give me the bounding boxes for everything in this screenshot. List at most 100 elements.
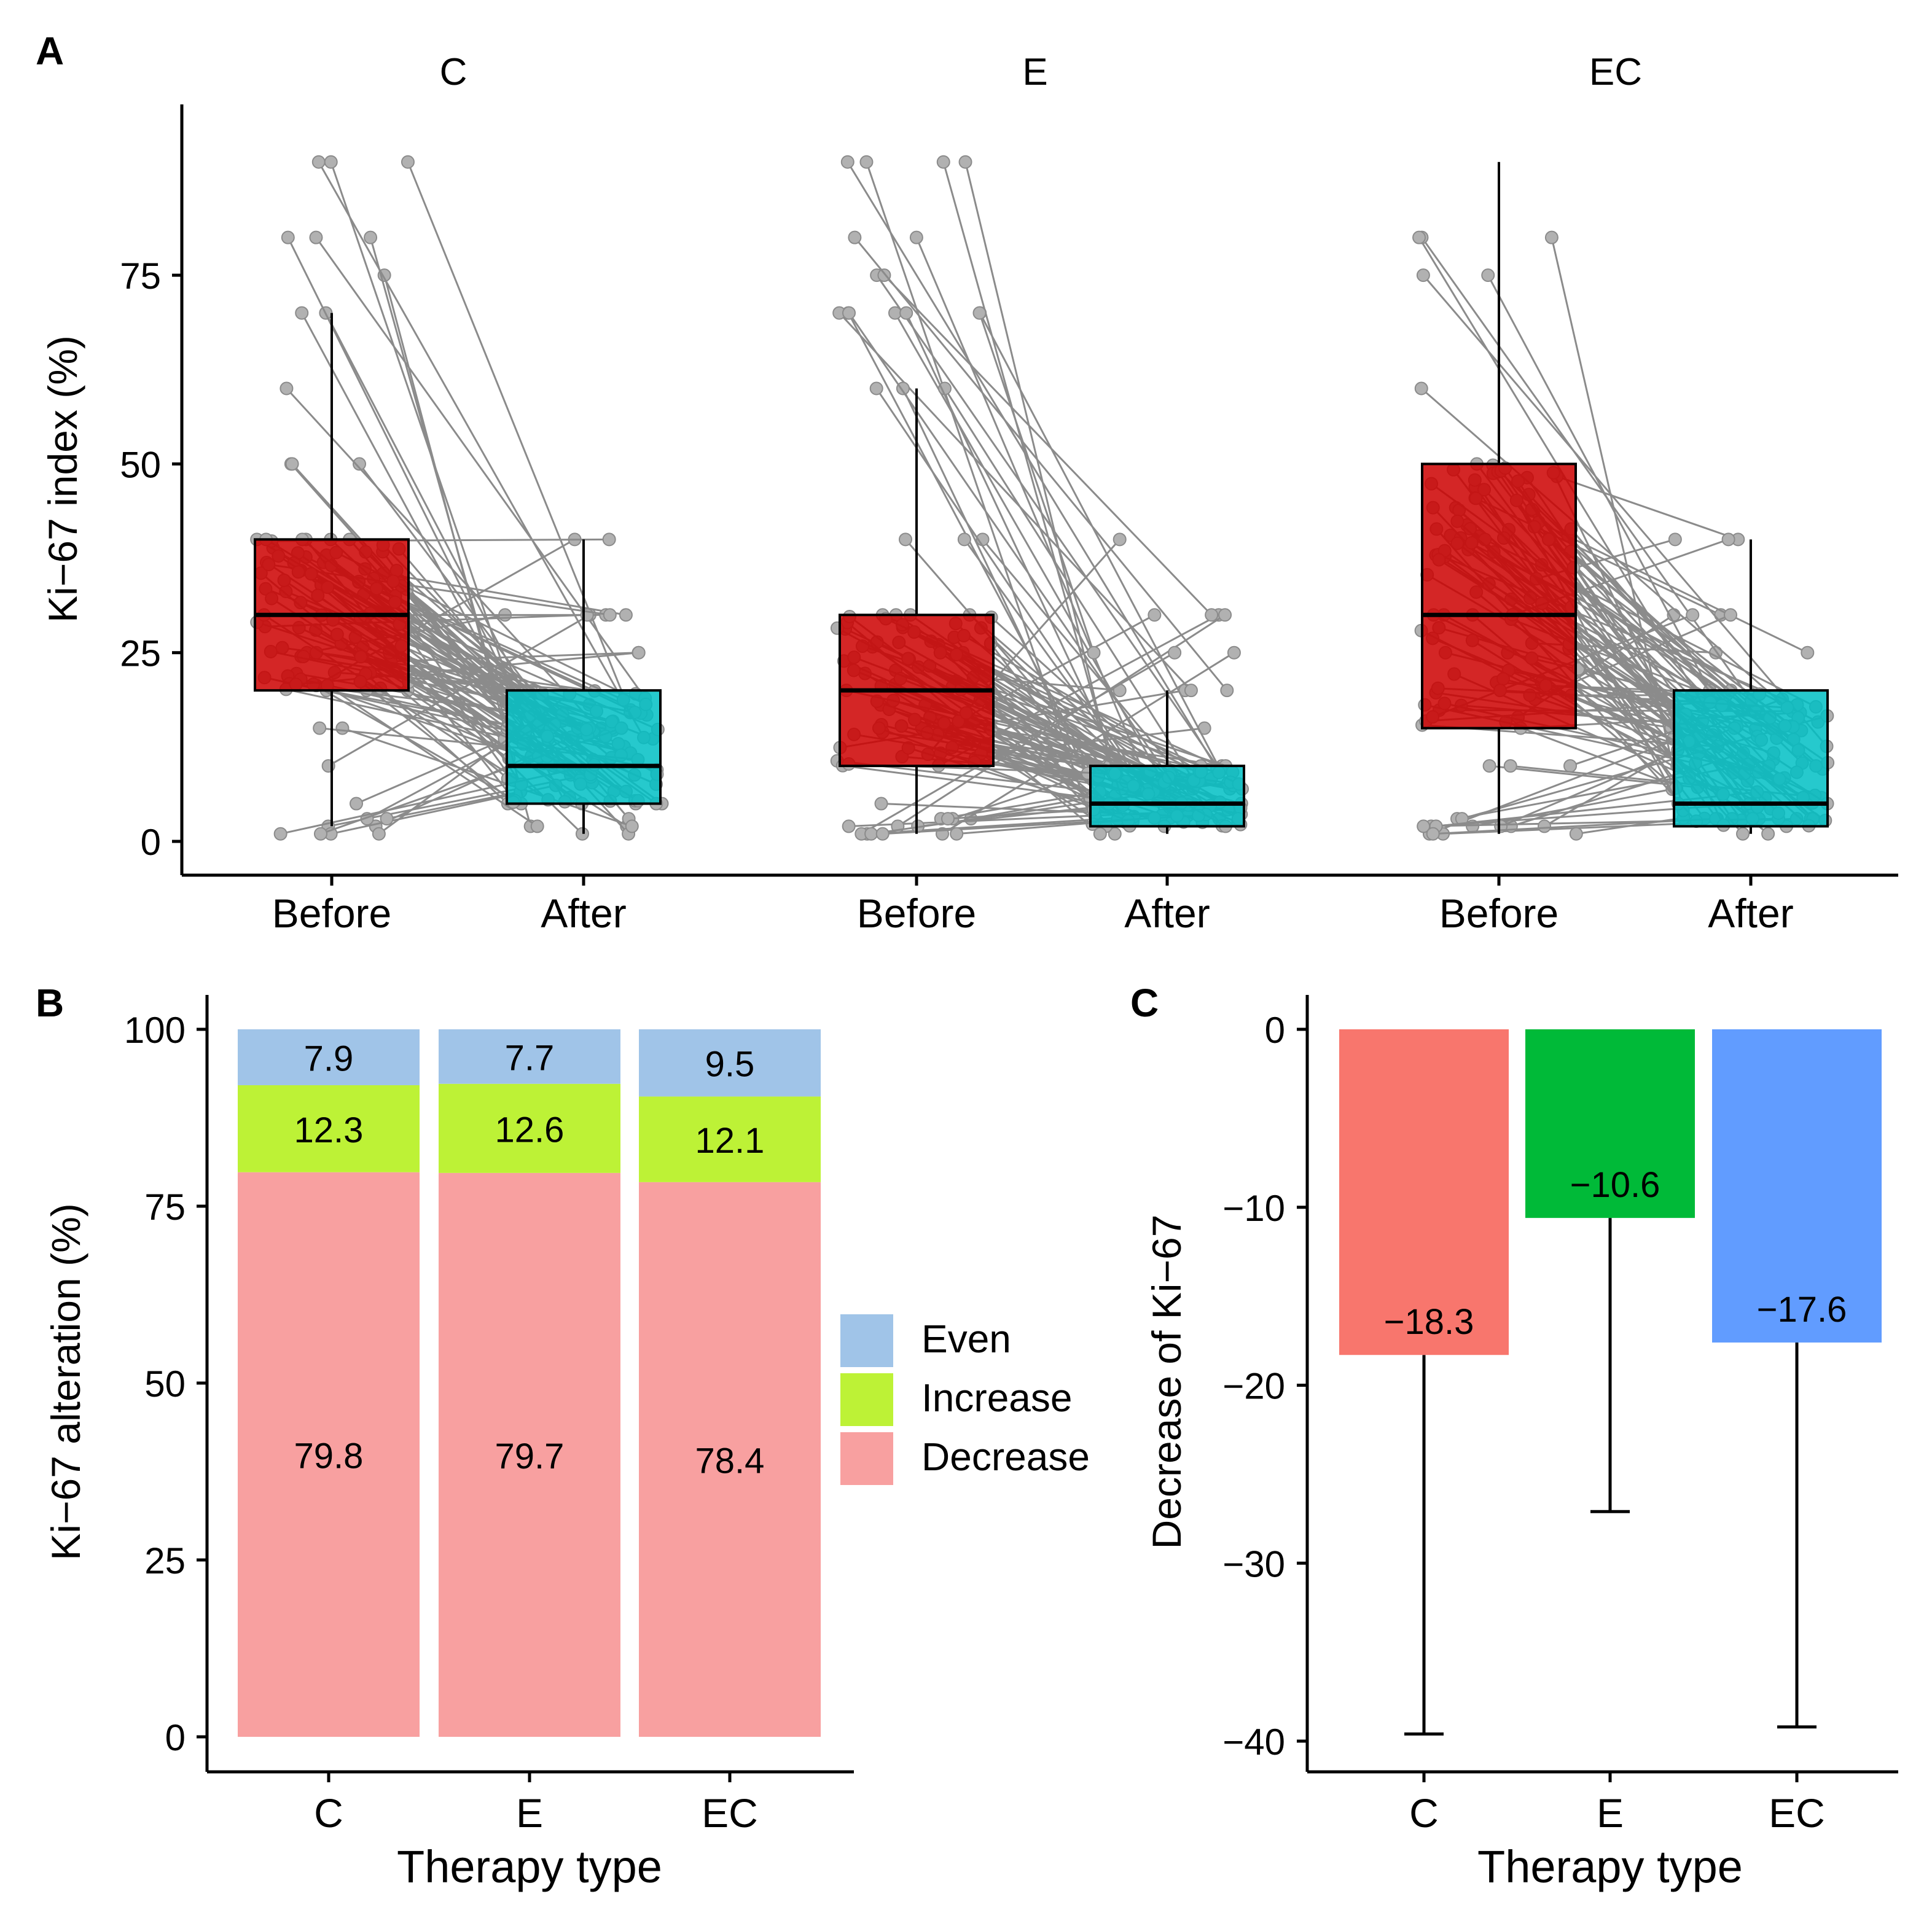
before-point [353,457,367,471]
stacked-bar-segment-increase [238,1085,420,1172]
facet-title: C [440,51,467,93]
box-iqr [1673,689,1829,828]
legend-swatch-even [840,1314,893,1367]
after-point [1148,608,1162,622]
pair-line [1472,788,1673,827]
bar-e [1525,1029,1695,1218]
after-point [1736,827,1750,841]
before-point [1424,819,1438,833]
after-point [1714,608,1728,622]
box-before [1421,162,1577,834]
before-point [869,381,883,396]
after-point [1218,608,1232,622]
panel-c-x-tick-label: E [1597,1790,1624,1836]
pair-line [1538,521,1808,654]
before-point [964,812,978,826]
pair-line [963,634,1202,773]
before-point [295,306,309,320]
panel-c-bars: 0 −10 −20 −30 −40 Decrease of Ki−67 Therapy ty… [1144,995,1898,1892]
box-iqr [506,689,662,805]
panel-b-x-tick-label: EC [702,1790,758,1836]
panel-c-y-tick-label: −40 [1222,1721,1285,1763]
pair-line [969,614,1151,773]
before-point [309,230,323,244]
after-point [523,819,538,833]
before-point [855,827,869,841]
before-point [957,532,971,547]
before-point [874,797,888,811]
stacked-bar-segment-even [639,1029,821,1097]
stacked-bar-value-label: 12.1 [695,1121,765,1161]
legend-label-even: Even [921,1317,1011,1361]
pair-line [359,680,514,803]
pair-line [942,652,1235,835]
before-point [841,306,855,320]
after-point [632,645,646,660]
pair-line [1570,528,1723,706]
after-point [1197,721,1211,735]
before-point [1436,827,1450,841]
after-point [1721,532,1735,547]
pair-line [1556,475,1738,540]
after-point [1220,684,1234,698]
after-point [1709,645,1723,660]
before-point [842,306,856,320]
facet-x-tick-label: Before [272,891,391,936]
before-point [945,812,960,826]
pair-line [399,623,514,781]
legend-label-decrease: Decrease [921,1435,1090,1479]
after-point [625,819,639,833]
panel-b-y-axis-title: Ki−67 alteration (%) [43,1203,88,1560]
before-point [972,306,987,320]
facet-e: E Before After [734,51,1318,936]
panel-label-c: C [1130,981,1159,1025]
before-point [1544,230,1559,244]
facet-c: C Before After [182,51,737,936]
pair-line [383,572,627,616]
after-point [1113,532,1127,547]
facet-ec: EC Before After [1315,51,1898,936]
before-point [324,827,338,841]
before-point [324,155,338,169]
facet-title: EC [1589,51,1642,93]
pair-line [941,790,1100,820]
panel-b-y-tick-label: 50 [144,1363,186,1405]
before-point [1450,812,1465,826]
after-point [1178,684,1192,698]
stacked-bar-value-label: 79.8 [294,1436,364,1476]
box-after [1089,690,1245,834]
before-point [284,457,298,471]
after-point [622,812,636,826]
facet-x-tick-label: Before [857,891,976,936]
pair-line [952,769,1101,820]
before-point [401,155,415,169]
stacked-bar-segment-decrease [639,1182,821,1737]
panel-c-y-axis-title: Decrease of Ki−67 [1144,1215,1189,1550]
pair-line [330,162,526,732]
panel-b-y-tick-label: 25 [144,1540,186,1581]
pair-line [1505,721,1674,787]
legend-swatch-decrease [840,1432,893,1485]
before-point [377,268,391,283]
box-before [254,313,410,827]
before-point [1429,819,1443,833]
pair-line [883,275,1213,616]
before-point [1412,230,1426,244]
pair-line [391,652,639,663]
before-point [976,532,990,547]
before-point [1426,827,1440,841]
panel-a-y-axis-title: Ki−67 index (%) [40,335,85,623]
pair-line [386,790,521,820]
pair-line [944,388,1195,781]
facet-x-tick-label: After [1708,891,1793,936]
pair-line [1420,388,1799,719]
pair-line [1551,237,1684,811]
stacked-bar-segment-even [439,1029,620,1084]
after-point [1184,684,1198,698]
before-point [870,268,884,283]
stacked-bar-value-label: 79.7 [495,1437,565,1476]
pair-line [327,614,590,767]
before-point [1466,819,1480,833]
before-point [369,819,383,833]
before-point [335,721,350,735]
